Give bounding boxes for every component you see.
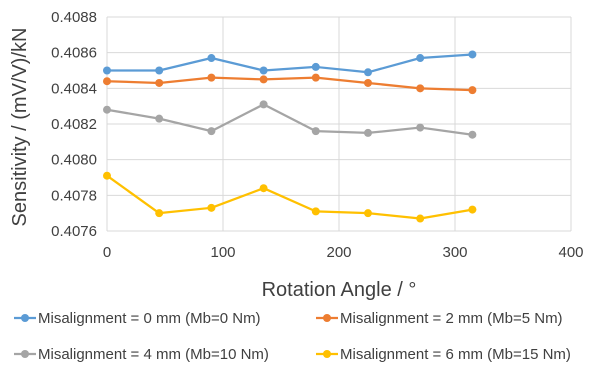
x-tick-label: 200 xyxy=(326,244,351,261)
y-axis-title: Sensitivity / (mV/V)/kN xyxy=(9,28,31,227)
data-point xyxy=(207,54,216,63)
data-point xyxy=(103,77,111,86)
data-point xyxy=(155,78,164,87)
series-line xyxy=(106,174,473,220)
data-point xyxy=(311,73,320,82)
y-tick-label: 0.4082 xyxy=(51,116,97,133)
series-line xyxy=(106,103,473,136)
x-tick-label: 100 xyxy=(210,244,235,261)
x-tick-label: 0 xyxy=(103,244,111,261)
data-point xyxy=(207,203,216,212)
y-tick-label: 0.4076 xyxy=(51,223,97,240)
legend-item: Misalignment = 0 mm (Mb=0 Nm) xyxy=(14,310,261,327)
data-point xyxy=(103,66,111,75)
series-lines xyxy=(103,50,477,223)
y-tick-label: 0.4086 xyxy=(51,45,97,62)
y-tick-label: 0.4084 xyxy=(51,80,97,97)
data-point xyxy=(364,128,372,137)
data-point xyxy=(416,84,425,93)
y-tick-label: 0.4078 xyxy=(51,187,97,204)
data-point xyxy=(259,100,268,109)
series-2 xyxy=(103,100,477,139)
y-tick-label: 0.4088 xyxy=(51,9,97,26)
data-point xyxy=(364,78,372,87)
legend-item: Misalignment = 4 mm (Mb=10 Nm) xyxy=(14,346,269,363)
legend-marker xyxy=(21,314,29,322)
series-1 xyxy=(103,73,477,95)
x-tick-label: 300 xyxy=(442,244,467,261)
data-point xyxy=(311,207,320,216)
data-point xyxy=(416,214,425,223)
legend: Misalignment = 0 mm (Mb=0 Nm) Misalignmen… xyxy=(14,310,571,363)
data-point xyxy=(364,209,372,218)
y-tick-labels: 0.4076 0.4078 0.4080 0.4082 0.4084 0.4086 0.40… xyxy=(51,9,97,240)
series-line xyxy=(106,76,473,92)
series-0 xyxy=(103,50,477,77)
data-point xyxy=(468,130,477,139)
data-point xyxy=(259,184,268,193)
legend-marker xyxy=(323,314,331,322)
data-point xyxy=(103,105,111,114)
data-point xyxy=(103,171,111,180)
legend-label: Misalignment = 0 mm (Mb=0 Nm) xyxy=(38,310,261,327)
data-point xyxy=(207,127,216,136)
data-point xyxy=(259,66,268,75)
data-point xyxy=(416,54,425,63)
grid-lines xyxy=(106,16,572,232)
y-tick-label: 0.4080 xyxy=(51,152,97,169)
legend-item: Misalignment = 6 mm (Mb=15 Nm) xyxy=(316,346,571,363)
x-axis-title: Rotation Angle / ° xyxy=(262,279,417,301)
data-point xyxy=(155,209,164,218)
data-point xyxy=(155,66,164,75)
series-3 xyxy=(103,171,477,223)
legend-item: Misalignment = 2 mm (Mb=5 Nm) xyxy=(316,310,563,327)
legend-marker xyxy=(323,350,331,358)
data-point xyxy=(311,127,320,136)
x-tick-label: 400 xyxy=(558,244,583,261)
data-point xyxy=(155,114,164,123)
legend-marker xyxy=(21,350,29,358)
legend-label: Misalignment = 6 mm (Mb=15 Nm) xyxy=(340,346,571,363)
data-point xyxy=(468,205,477,214)
x-tick-labels: 0 100 200 300 400 xyxy=(103,244,584,261)
data-point xyxy=(364,68,372,77)
data-point xyxy=(207,73,216,82)
legend-label: Misalignment = 4 mm (Mb=10 Nm) xyxy=(38,346,269,363)
data-point xyxy=(259,75,268,84)
data-point xyxy=(311,62,320,71)
data-point xyxy=(416,123,425,132)
legend-label: Misalignment = 2 mm (Mb=5 Nm) xyxy=(340,310,563,327)
series-line xyxy=(107,53,473,74)
data-point xyxy=(468,50,477,59)
data-point xyxy=(468,86,477,95)
